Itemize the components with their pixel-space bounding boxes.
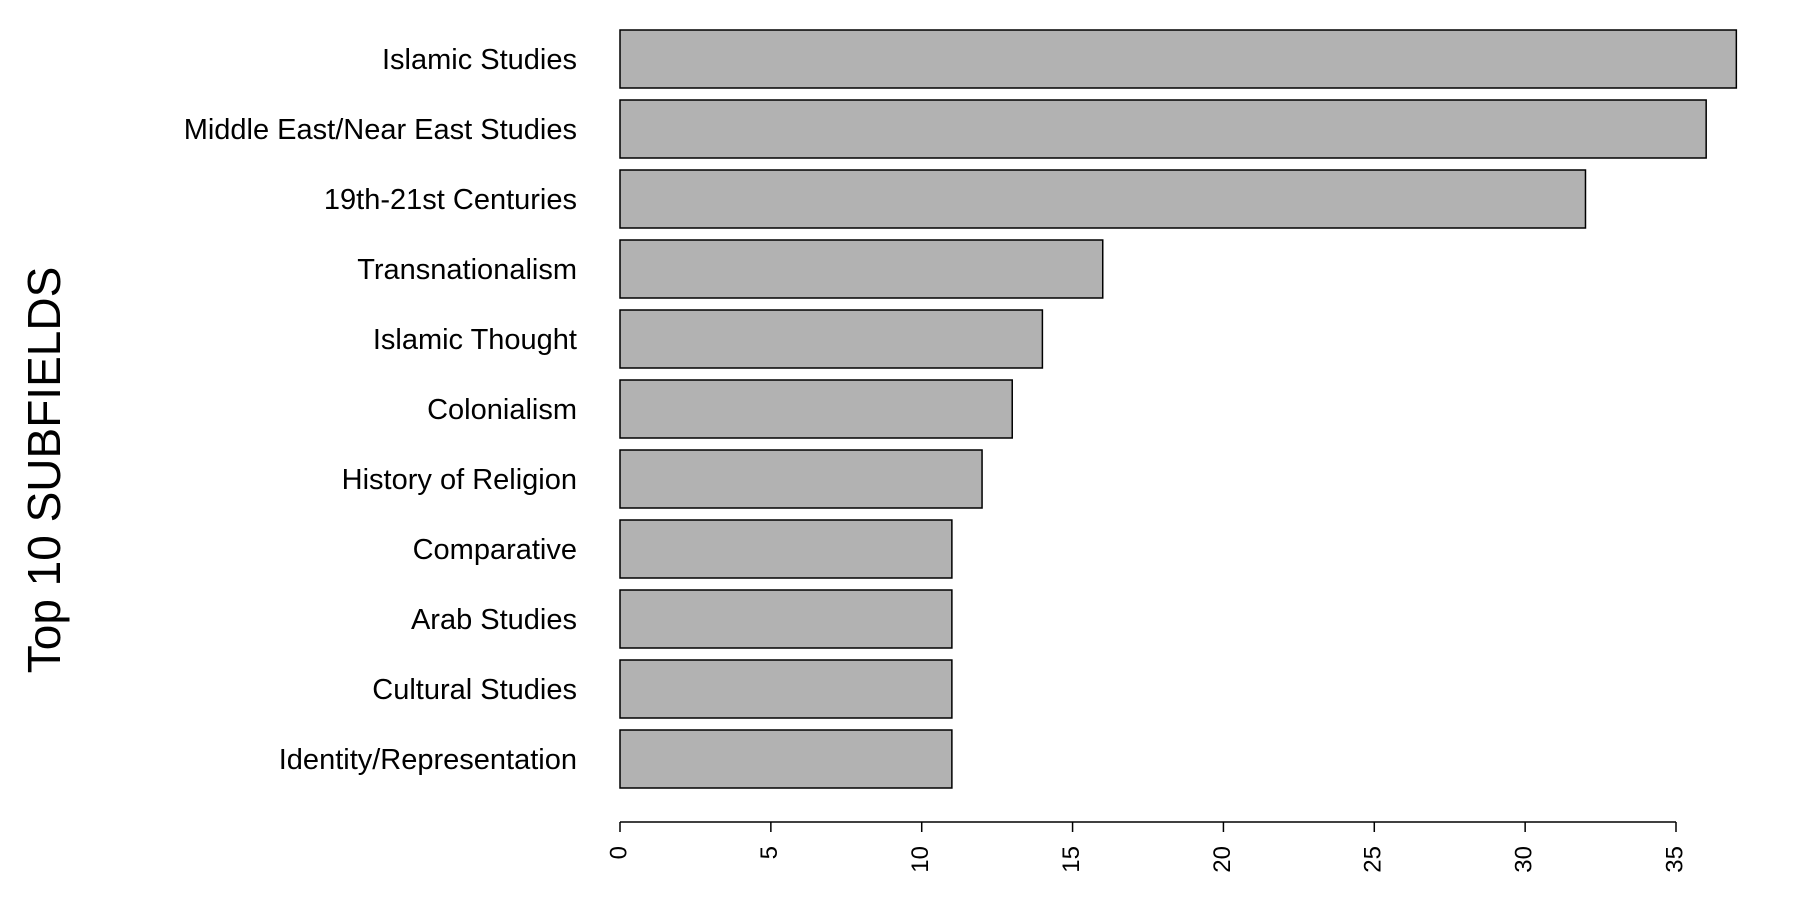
category-label-middle-east-near-east-studies: Middle East/Near East Studies bbox=[184, 114, 577, 146]
x-tick-label-30: 30 bbox=[1510, 846, 1537, 873]
category-label-identity-representation: Identity/Representation bbox=[279, 744, 577, 776]
category-label-transnationalism: Transnationalism bbox=[357, 254, 577, 286]
x-tick-label-15: 15 bbox=[1058, 846, 1085, 873]
bar-comparative bbox=[619, 519, 953, 579]
category-label-arab-studies: Arab Studies bbox=[411, 604, 577, 636]
bar-islamic-studies bbox=[619, 29, 1738, 89]
category-label-comparative: Comparative bbox=[413, 534, 577, 566]
x-tick-label-5: 5 bbox=[756, 846, 783, 859]
x-tick-label-35: 35 bbox=[1661, 846, 1688, 873]
x-tick-label-25: 25 bbox=[1360, 846, 1387, 873]
bar-19th-21st-centuries bbox=[619, 169, 1587, 229]
bar-islamic-thought bbox=[619, 309, 1044, 369]
x-tick-label-0: 0 bbox=[605, 846, 632, 859]
category-label-history-of-religion: History of Religion bbox=[342, 464, 577, 496]
bar-colonialism bbox=[619, 379, 1013, 439]
category-labels-layer: Islamic Studies Middle East/Near East Stu… bbox=[184, 44, 577, 776]
bar-cultural-studies bbox=[619, 659, 953, 719]
bars-layer bbox=[619, 29, 1738, 789]
category-label-cultural-studies: Cultural Studies bbox=[372, 674, 577, 706]
bar-transnationalism bbox=[619, 239, 1104, 299]
category-label-islamic-thought: Islamic Thought bbox=[373, 324, 577, 356]
bar-arab-studies bbox=[619, 589, 953, 649]
category-label-19th-21st-centuries: 19th-21st Centuries bbox=[324, 184, 577, 216]
category-label-colonialism: Colonialism bbox=[427, 394, 577, 426]
bar-middle-east-near-east-studies bbox=[619, 99, 1707, 159]
bar-identity-representation bbox=[619, 729, 953, 789]
category-label-islamic-studies: Islamic Studies bbox=[382, 44, 577, 76]
bar-history-of-religion bbox=[619, 449, 983, 509]
x-tick-label-20: 20 bbox=[1209, 846, 1236, 873]
x-axis-layer: 0 5 10 15 20 25 30 35 bbox=[605, 821, 1688, 873]
x-tick-label-10: 10 bbox=[907, 846, 934, 873]
